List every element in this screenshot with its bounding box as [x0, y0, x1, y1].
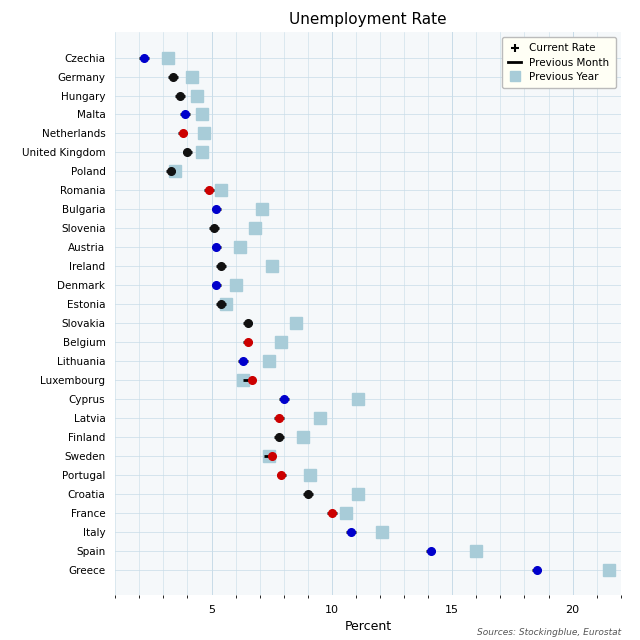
- Text: Sources: Stockingblue, Eurostat: Sources: Stockingblue, Eurostat: [477, 628, 621, 637]
- Title: Unemployment Rate: Unemployment Rate: [289, 12, 447, 27]
- Legend: Current Rate, Previous Month, Previous Year: Current Rate, Previous Month, Previous Y…: [502, 37, 616, 88]
- X-axis label: Percent: Percent: [344, 620, 392, 634]
